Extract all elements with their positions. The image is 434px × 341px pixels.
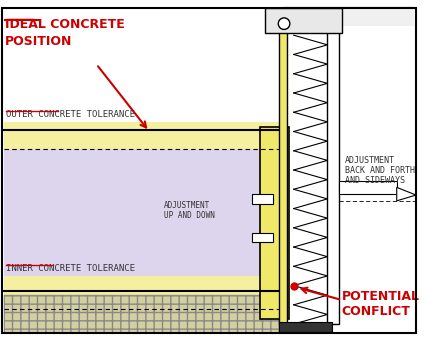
Bar [252,194,273,204]
Bar [260,127,289,319]
Bar [327,26,339,324]
Bar [252,233,273,242]
Bar [279,322,332,332]
Text: OUTER CONCRETE TOLERANCE: OUTER CONCRETE TOLERANCE [6,110,135,119]
Bar [265,8,342,33]
Bar [339,181,397,194]
Bar [4,122,279,149]
Bar [279,26,287,324]
Bar [284,0,414,26]
Text: IDEAL CONCRETE: IDEAL CONCRETE [5,18,125,31]
Text: INNER CONCRETE TOLERANCE: INNER CONCRETE TOLERANCE [6,264,135,273]
Bar [4,149,279,276]
Text: ADJUSTMENT
UP AND DOWN: ADJUSTMENT UP AND DOWN [164,201,214,220]
Text: POSITION: POSITION [5,35,72,48]
Text: ADJUSTMENT
BACK AND FORTH
AND SIDEWAYS: ADJUSTMENT BACK AND FORTH AND SIDEWAYS [345,155,415,186]
Circle shape [278,18,290,29]
Bar [4,276,279,295]
Polygon shape [397,187,416,201]
Bar [4,295,279,333]
Text: POTENTIAL
CONFLICT: POTENTIAL CONFLICT [342,291,420,318]
